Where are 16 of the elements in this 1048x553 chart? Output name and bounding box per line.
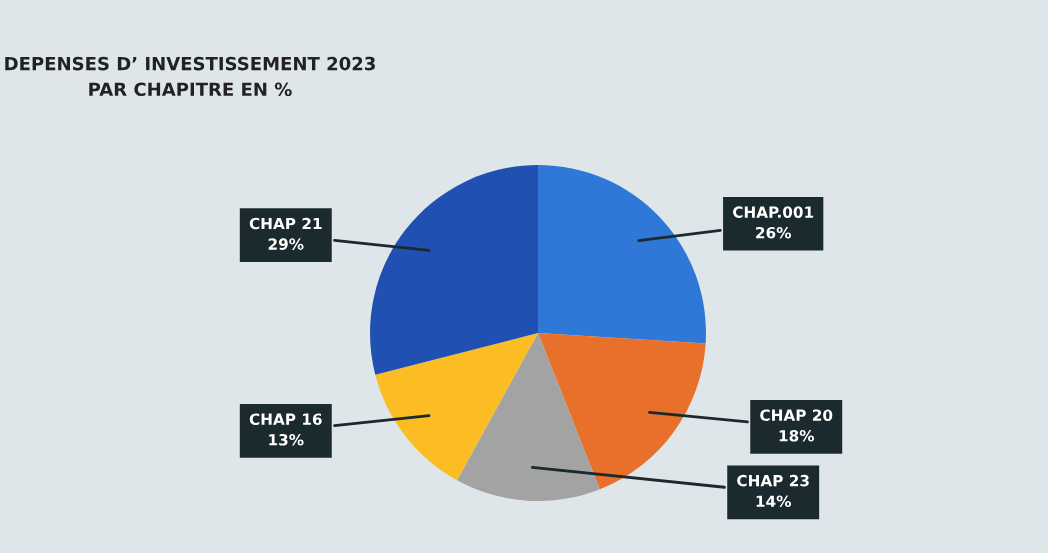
- pie-slice: [370, 165, 538, 375]
- data-label: 13%: [269, 433, 304, 446]
- pie-slice: [375, 333, 538, 481]
- slice-label: CHAP 16: [249, 413, 322, 425]
- chart-title: DEPENSES D’ INVESTISSEMENT 2023 PAR CHAPITRE EN %: [5, 56, 375, 97]
- pie-slice: [457, 333, 600, 501]
- pie-slice: [538, 165, 706, 344]
- data-label: 26%: [756, 226, 791, 239]
- slice-label: CHAP.001: [733, 206, 814, 218]
- slice-label: CHAP 21: [249, 217, 322, 230]
- slice-label: CHAP 20: [760, 409, 833, 421]
- pie-slice: [538, 333, 706, 490]
- slice-label: CHAP 23: [737, 474, 809, 487]
- data-label: 14%: [756, 495, 791, 508]
- data-label: 18%: [779, 429, 815, 442]
- data-label: 29%: [268, 238, 304, 250]
